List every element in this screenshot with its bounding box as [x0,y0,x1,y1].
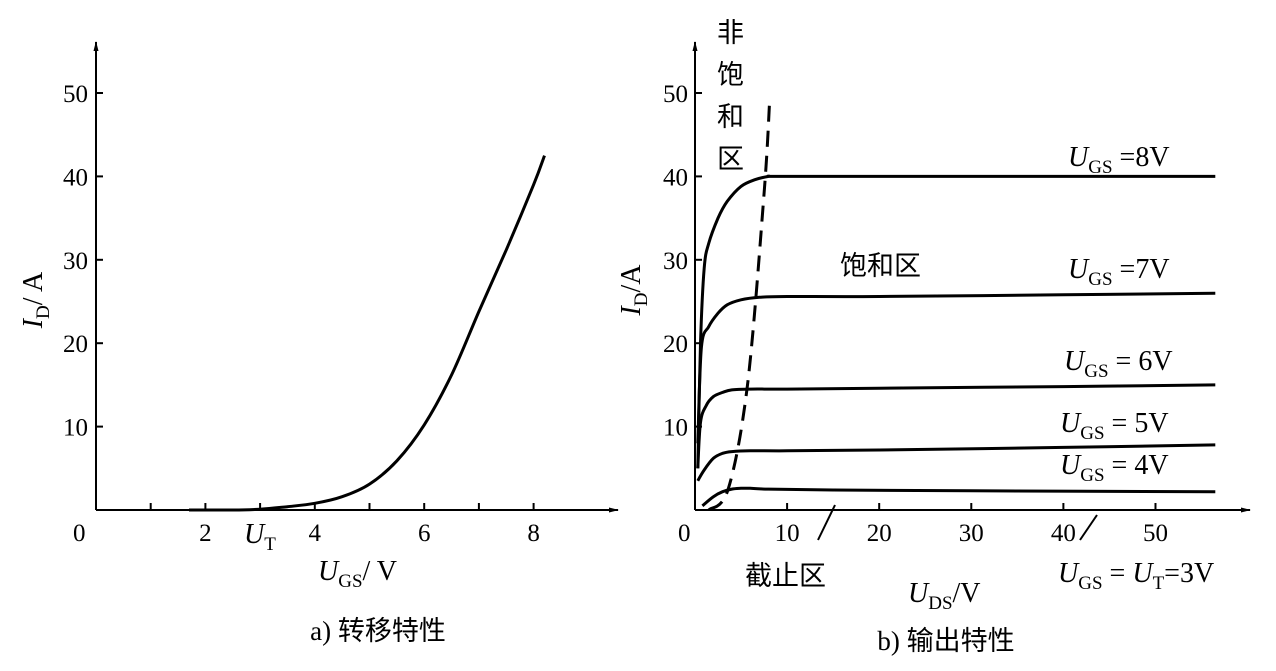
transfer-x-tick-label-1: 2 [199,520,212,547]
label-ugs-5v-sub: GS [1080,423,1104,444]
label-ugs-7v-sub: GS [1088,269,1112,290]
output-x-tick-label-3: 40 [1051,520,1076,547]
annotation-cutoff: 截止区 [745,561,826,592]
output-y-tick-label-3: 40 [663,164,688,191]
output-x-sub: DS [928,593,952,614]
transfer-y-tick-label-1: 20 [63,331,88,358]
output-curve-u-gs-6v [696,383,1216,469]
annotation-nonsat-1: 非 [717,18,744,49]
output-y-sub: D [631,292,652,306]
annotation-nonsat-4: 区 [717,144,744,175]
label-ugs-ut-sub: T [1153,573,1165,594]
output-curve-u-gs-5v [696,443,1216,482]
transfer-origin-label: 0 [73,520,86,547]
transfer-y-tick-label-2: 30 [63,248,88,275]
label-ugs-6v-sub: GS [1084,361,1108,382]
output-y-var: I [616,305,647,317]
label-ugs-ut-rest: =3V [1164,558,1214,589]
annotation-saturation: 饱和区 [840,251,921,282]
transfer-x-tick-label-3: 4 [309,520,322,547]
transfer-y-var: I [18,317,49,329]
label-ugs-4v-sub: GS [1080,465,1104,486]
output-x-tick-label-4: 50 [1143,520,1168,547]
output-x-label: UDS/V [908,578,981,614]
output-x-unit: /V [953,578,981,609]
output-origin-label: 0 [678,520,691,547]
annotation-nonsat-3: 和 [717,102,744,133]
output-curves [696,174,1216,507]
transfer-y-tick-label-3: 40 [63,164,88,191]
label-ugs-ut-var: U [1132,558,1154,589]
output-y-tick-label-1: 20 [663,331,688,358]
cutoff-leader [817,504,836,541]
label-ugs-6v-rest: = 6V [1109,346,1173,377]
output-x-tick-label-1: 20 [867,520,892,547]
output-curve-u-gs-8v [696,174,1216,469]
output-curve-u-gs-4v [701,486,1216,507]
output-saturation-boundary [707,101,772,512]
annotation-nonsat-2: 饱 [717,60,744,91]
transfer-x-unit: / V [363,556,398,587]
label-ugs-5v-var: U [1060,408,1082,439]
output-y-tick-label-0: 10 [663,415,688,442]
transfer-x-var: U [318,556,340,587]
threshold-leader [1079,514,1098,541]
output-y-unit: /A [616,264,647,293]
transfer-y-tick-label-0: 10 [63,415,88,442]
transfer-ut-sub: T [264,534,276,555]
label-ugs-8v-sub: GS [1088,157,1112,178]
label-ugs-6v-var: U [1064,346,1086,377]
label-ugs-4v-var: U [1060,450,1082,481]
transfer-x-tick-label-7: 8 [527,520,540,547]
output-caption: b) 输出特性 [877,626,1014,656]
output-x-var: U [908,578,930,609]
label-ugs-6v: UGS = 6V [1064,346,1173,382]
transfer-y-sub: D [33,305,54,319]
label-ugs-ut: UGS = UT=3V [1058,558,1214,594]
label-ugs-4v-rest: = 4V [1105,450,1169,481]
transfer-ut-var: U [244,519,266,550]
label-ugs-8v-rest: =8V [1113,142,1170,173]
transfer-ut-marker: UT [244,519,276,555]
output-curve-u-gs-7v [696,291,1216,444]
transfer-ticks: 2 4 6 8 10 20 30 40 50 [63,81,540,547]
output-y-tick-label-2: 30 [663,248,688,275]
label-ugs-7v: UGS =7V [1068,254,1170,290]
transfer-y-tick-label-4: 50 [63,81,88,108]
transfer-y-unit: / A [18,271,49,305]
output-ticks: 10 20 30 40 50 10 20 30 40 50 [663,81,1168,547]
label-ugs-8v-var: U [1068,142,1090,173]
transfer-caption: a) 转移特性 [310,616,446,646]
transfer-x-tick-label-5: 6 [418,520,431,547]
output-x-tick-label-2: 30 [959,520,984,547]
transfer-x-sub: GS [338,571,362,592]
output-y-tick-label-4: 50 [663,81,688,108]
label-ugs-7v-rest: =7V [1113,254,1170,285]
label-ugs-ut-pre-sub: GS [1078,573,1102,594]
label-ugs-7v-var: U [1068,254,1090,285]
label-ugs-5v: UGS = 5V [1060,408,1169,444]
transfer-x-label: UGS/ V [318,556,397,592]
label-ugs-ut-pre-var: U [1058,558,1080,589]
transfer-y-label: ID/ A [18,271,54,329]
label-ugs-5v-rest: = 5V [1105,408,1169,439]
transfer-curve [188,155,546,512]
label-ugs-4v: UGS = 4V [1060,450,1169,486]
output-y-label: ID/A [616,264,652,317]
label-ugs-ut-mid: = [1103,558,1133,589]
output-x-tick-label-0: 10 [775,520,800,547]
label-ugs-8v: UGS =8V [1068,142,1170,178]
